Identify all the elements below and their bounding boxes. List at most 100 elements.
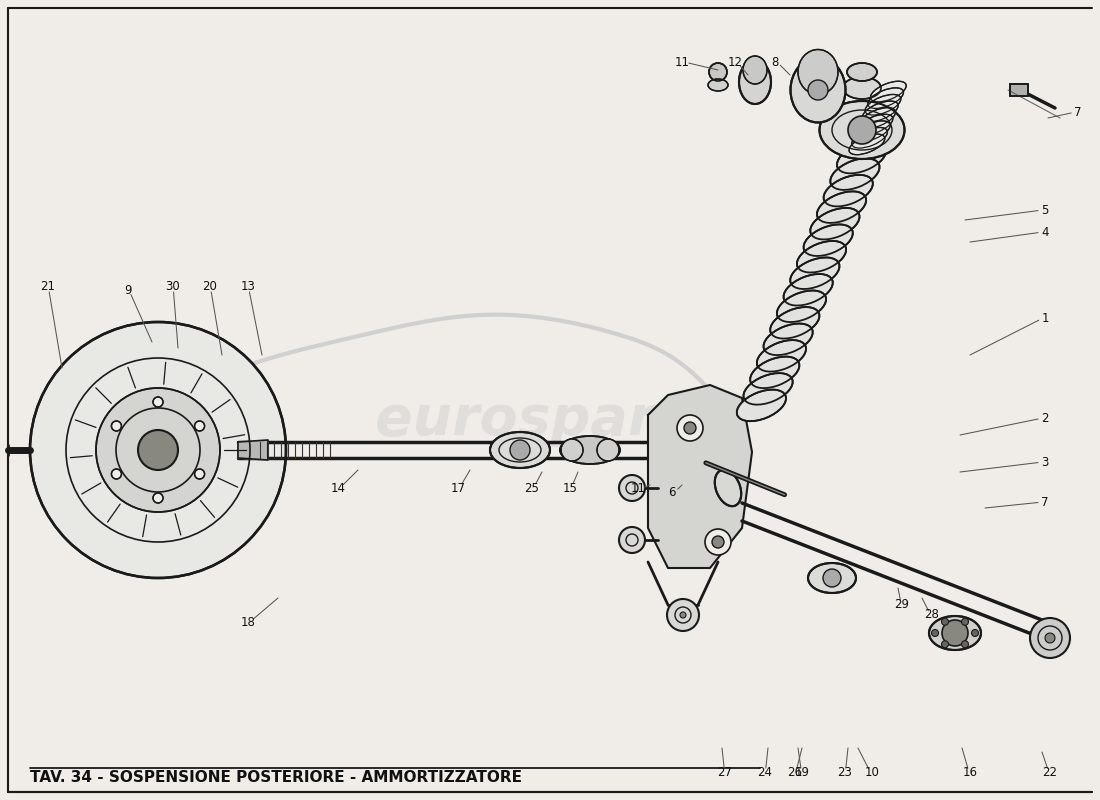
- Ellipse shape: [490, 432, 550, 468]
- Polygon shape: [648, 385, 752, 568]
- Circle shape: [1030, 618, 1070, 658]
- Text: eurospares: eurospares: [375, 393, 725, 447]
- Text: 28: 28: [925, 609, 939, 622]
- Circle shape: [30, 322, 286, 578]
- Circle shape: [619, 527, 645, 553]
- Text: 27: 27: [717, 766, 733, 779]
- Text: 6: 6: [669, 486, 675, 498]
- Ellipse shape: [930, 616, 981, 650]
- Circle shape: [823, 569, 842, 587]
- Text: 21: 21: [41, 281, 55, 294]
- Circle shape: [1045, 633, 1055, 643]
- Text: 17: 17: [451, 482, 465, 494]
- Ellipse shape: [824, 175, 873, 206]
- Circle shape: [961, 641, 968, 648]
- Circle shape: [138, 430, 178, 470]
- Text: 30: 30: [166, 281, 180, 294]
- Ellipse shape: [830, 158, 880, 190]
- Circle shape: [111, 421, 121, 431]
- Text: 11: 11: [630, 482, 646, 494]
- Ellipse shape: [798, 50, 838, 94]
- Bar: [1010, 84, 1028, 96]
- Ellipse shape: [868, 88, 903, 109]
- Text: 26: 26: [788, 766, 803, 779]
- Ellipse shape: [849, 134, 884, 154]
- Ellipse shape: [750, 357, 800, 388]
- Ellipse shape: [597, 439, 619, 461]
- Circle shape: [705, 529, 732, 555]
- Circle shape: [942, 641, 948, 648]
- Text: 18: 18: [241, 615, 255, 629]
- Text: 25: 25: [525, 482, 539, 494]
- Text: 11: 11: [674, 55, 690, 69]
- Circle shape: [510, 440, 530, 460]
- Circle shape: [195, 421, 205, 431]
- Circle shape: [195, 469, 205, 479]
- Text: 7: 7: [1042, 495, 1048, 509]
- Circle shape: [942, 618, 948, 626]
- Text: 7: 7: [1075, 106, 1081, 118]
- Ellipse shape: [865, 94, 901, 115]
- Text: 4: 4: [1042, 226, 1048, 238]
- Ellipse shape: [811, 208, 859, 239]
- Text: 1: 1: [1042, 311, 1048, 325]
- Text: 29: 29: [894, 598, 910, 611]
- Text: 20: 20: [202, 281, 218, 294]
- Text: 12: 12: [727, 55, 742, 69]
- Ellipse shape: [737, 390, 786, 421]
- Circle shape: [848, 116, 876, 144]
- Ellipse shape: [715, 470, 741, 506]
- Ellipse shape: [820, 101, 904, 159]
- Ellipse shape: [837, 142, 887, 174]
- Ellipse shape: [744, 373, 793, 405]
- Text: 10: 10: [865, 766, 879, 779]
- Ellipse shape: [561, 439, 583, 461]
- Ellipse shape: [763, 323, 813, 355]
- Ellipse shape: [796, 241, 846, 273]
- Ellipse shape: [860, 108, 895, 128]
- Ellipse shape: [855, 121, 890, 142]
- Ellipse shape: [757, 340, 806, 371]
- Circle shape: [961, 618, 968, 626]
- Text: 2: 2: [1042, 411, 1048, 425]
- Text: 9: 9: [124, 283, 132, 297]
- Bar: [1010, 84, 1028, 96]
- Ellipse shape: [870, 82, 906, 102]
- Circle shape: [808, 80, 828, 100]
- Ellipse shape: [770, 307, 820, 338]
- Ellipse shape: [857, 114, 893, 135]
- Ellipse shape: [777, 290, 826, 322]
- Ellipse shape: [783, 274, 833, 306]
- Text: 8: 8: [771, 55, 779, 69]
- Circle shape: [667, 599, 698, 631]
- Ellipse shape: [808, 563, 856, 593]
- Ellipse shape: [742, 56, 767, 84]
- Ellipse shape: [851, 127, 888, 148]
- Circle shape: [619, 475, 645, 501]
- Ellipse shape: [708, 79, 728, 91]
- Ellipse shape: [790, 258, 839, 289]
- Polygon shape: [238, 440, 268, 460]
- Circle shape: [153, 397, 163, 407]
- Text: 19: 19: [794, 766, 810, 779]
- Text: 5: 5: [1042, 203, 1048, 217]
- Circle shape: [684, 422, 696, 434]
- Circle shape: [680, 612, 686, 618]
- Text: 24: 24: [758, 766, 772, 779]
- Ellipse shape: [804, 225, 853, 256]
- Circle shape: [710, 63, 727, 81]
- Ellipse shape: [862, 101, 899, 122]
- Circle shape: [676, 415, 703, 441]
- Text: 16: 16: [962, 766, 978, 779]
- Ellipse shape: [739, 60, 771, 104]
- Text: 13: 13: [241, 281, 255, 294]
- Text: 15: 15: [562, 482, 578, 494]
- Circle shape: [712, 536, 724, 548]
- Circle shape: [932, 630, 938, 637]
- Text: 23: 23: [837, 766, 852, 779]
- Circle shape: [96, 388, 220, 512]
- Circle shape: [942, 620, 968, 646]
- Circle shape: [971, 630, 979, 637]
- Ellipse shape: [791, 58, 846, 122]
- Text: TAV. 34 - SOSPENSIONE POSTERIORE - AMMORTIZZATORE: TAV. 34 - SOSPENSIONE POSTERIORE - AMMOR…: [30, 770, 522, 786]
